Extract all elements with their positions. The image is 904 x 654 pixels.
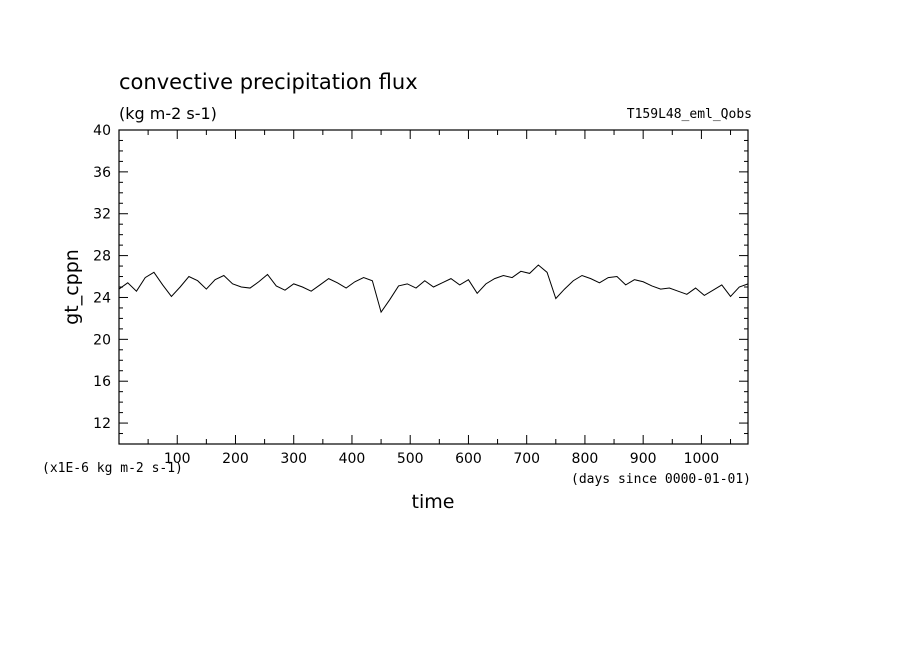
run-label: T159L48_eml_Qobs xyxy=(627,107,752,122)
x-axis-tick-labels: 100 200 300 400 500 600 700 800 900 1000 xyxy=(164,451,719,467)
y-scale-note: (x1E-6 kg m-2 s-1) xyxy=(42,461,183,476)
x-axis-ticks xyxy=(147,130,732,444)
chart-units: (kg m-2 s-1) xyxy=(119,104,217,123)
y-tick-label: 36 xyxy=(93,165,111,181)
x-axis-label: time xyxy=(412,491,455,513)
x-tick-label: 400 xyxy=(339,451,366,467)
x-tick-label: 900 xyxy=(630,451,657,467)
y-tick-label: 24 xyxy=(93,290,111,306)
y-tick-label: 28 xyxy=(93,249,111,265)
series-group xyxy=(118,264,749,314)
x-tick-label: 500 xyxy=(397,451,424,467)
x-tick-label: 1000 xyxy=(684,451,720,467)
x-tick-label: 600 xyxy=(455,451,482,467)
x-tick-label: 100 xyxy=(164,451,191,467)
y-tick-label: 32 xyxy=(93,207,111,223)
y-tick-label: 16 xyxy=(93,374,111,390)
y-tick-label: 20 xyxy=(93,332,111,348)
x-tick-label: 700 xyxy=(513,451,540,467)
y-tick-label: 12 xyxy=(93,416,111,432)
y-axis-tick-labels: 12 16 20 24 28 32 36 40 xyxy=(93,123,111,432)
y-axis-label: gt_cppn xyxy=(61,249,83,325)
x-tick-label: 800 xyxy=(572,451,599,467)
x-tick-label: 200 xyxy=(222,451,249,467)
chart-title: convective precipitation flux xyxy=(119,70,418,94)
y-tick-label: 40 xyxy=(93,123,111,139)
x-tick-label: 300 xyxy=(280,451,307,467)
y-axis-ticks xyxy=(119,129,748,435)
series-line xyxy=(118,264,749,314)
x-units-note: (days since 0000-01-01) xyxy=(571,472,751,487)
